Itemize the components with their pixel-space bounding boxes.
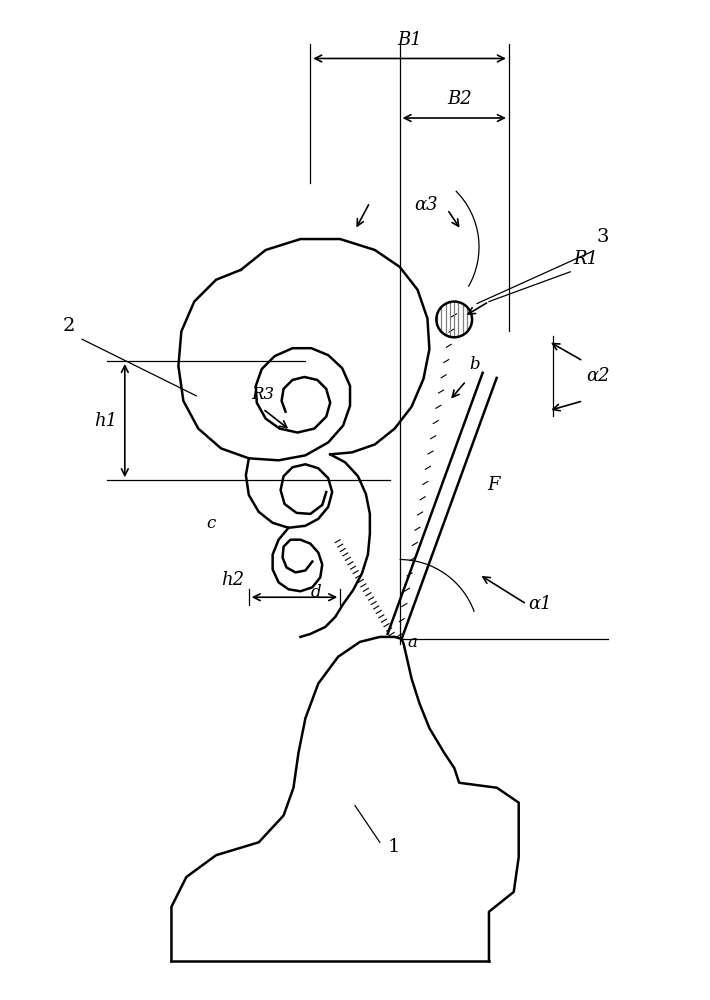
Text: 3: 3 xyxy=(596,228,608,246)
Text: d: d xyxy=(310,584,321,601)
Text: h1: h1 xyxy=(94,412,117,430)
Text: F: F xyxy=(487,476,499,494)
Text: α3: α3 xyxy=(415,196,438,214)
Text: R1: R1 xyxy=(573,250,599,268)
Text: c: c xyxy=(206,515,215,532)
Text: α2: α2 xyxy=(586,367,610,385)
Text: B1: B1 xyxy=(397,31,422,49)
Text: a: a xyxy=(408,634,417,651)
Text: α1: α1 xyxy=(529,595,552,613)
Text: h2: h2 xyxy=(221,571,244,589)
Text: b: b xyxy=(469,356,480,373)
Text: B2: B2 xyxy=(447,90,471,108)
Text: 2: 2 xyxy=(62,317,75,335)
Text: R3: R3 xyxy=(251,386,274,403)
Text: 1: 1 xyxy=(388,838,400,856)
